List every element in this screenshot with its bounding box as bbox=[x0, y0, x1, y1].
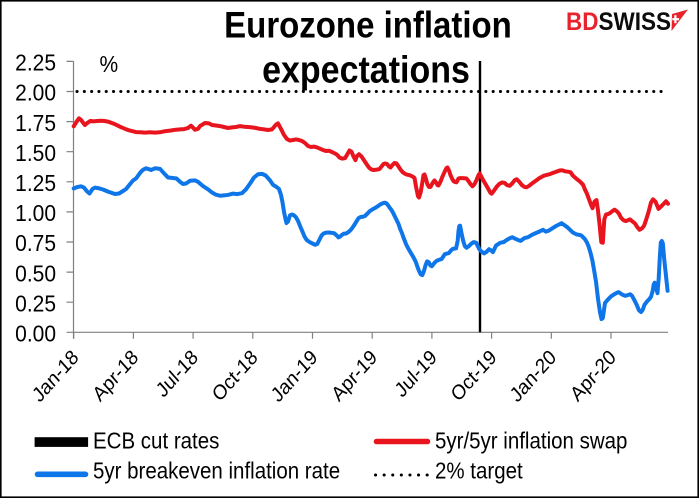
svg-text:1.75: 1.75 bbox=[15, 110, 56, 136]
svg-text:1.25: 1.25 bbox=[15, 170, 56, 196]
svg-text:0.50: 0.50 bbox=[15, 260, 56, 286]
svg-text:5yr breakeven inflation rate: 5yr breakeven inflation rate bbox=[93, 457, 340, 483]
svg-text:expectations: expectations bbox=[262, 47, 470, 90]
svg-text:ECB cut rates: ECB cut rates bbox=[93, 427, 219, 453]
svg-text:1.00: 1.00 bbox=[15, 200, 56, 226]
svg-text:0.00: 0.00 bbox=[15, 320, 56, 346]
svg-text:5yr/5yr inflation swap: 5yr/5yr inflation swap bbox=[435, 427, 627, 453]
svg-text:0.25: 0.25 bbox=[15, 290, 56, 316]
svg-text:2% target: 2% target bbox=[435, 457, 523, 483]
svg-text:Eurozone inflation: Eurozone inflation bbox=[224, 5, 512, 46]
svg-text:%: % bbox=[100, 51, 119, 77]
svg-text:0.75: 0.75 bbox=[15, 230, 56, 256]
svg-text:2.00: 2.00 bbox=[15, 80, 56, 106]
svg-text:BDSWISS: BDSWISS bbox=[566, 8, 671, 36]
svg-text:2.25: 2.25 bbox=[15, 50, 56, 76]
svg-text:1.50: 1.50 bbox=[15, 140, 56, 166]
